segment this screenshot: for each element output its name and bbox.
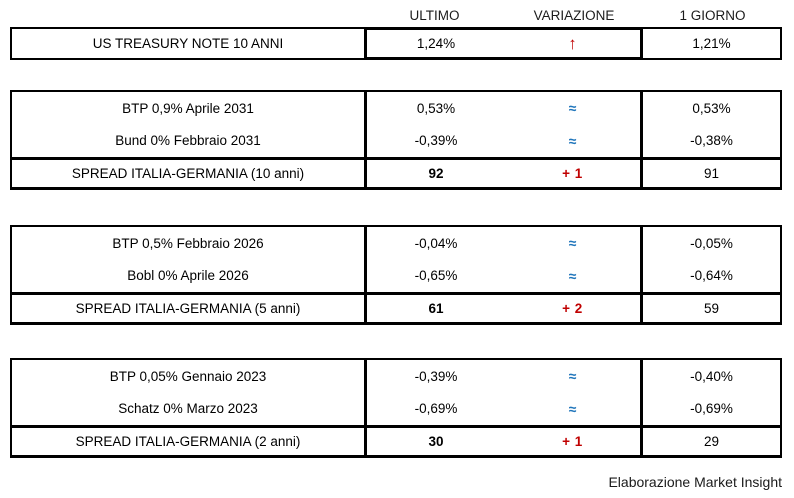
variation-approx-icon: ≈ bbox=[505, 358, 643, 392]
spread-variation-delta: + 1 bbox=[505, 157, 643, 190]
spread-variation-delta: + 1 bbox=[505, 425, 643, 458]
ultimo-value: 1,24% bbox=[364, 27, 505, 60]
bond-giorno-value: -0,69% bbox=[643, 392, 782, 425]
spread-section-10-anni: BTP 0,9% Aprile 2031 0,53% ≈ 0,53% Bund … bbox=[10, 90, 782, 190]
column-header-ultimo: ULTIMO bbox=[409, 7, 460, 23]
variation-approx-icon: ≈ bbox=[505, 90, 643, 124]
spread-giorno-value: 59 bbox=[643, 292, 782, 325]
variation-approx-icon: ≈ bbox=[505, 225, 643, 259]
spread-label: SPREAD ITALIA-GERMANIA (10 anni) bbox=[10, 157, 364, 190]
bond-label: BTP 0,5% Febbraio 2026 bbox=[10, 225, 364, 259]
bond-giorno-value: 0,53% bbox=[643, 90, 782, 124]
bond-giorno-value: -0,64% bbox=[643, 259, 782, 292]
spread-section-5-anni: BTP 0,5% Febbraio 2026 -0,04% ≈ -0,05% B… bbox=[10, 225, 782, 325]
variation-up-arrow-icon: ↑ bbox=[505, 27, 643, 60]
variation-approx-icon: ≈ bbox=[505, 124, 643, 157]
spread-label: SPREAD ITALIA-GERMANIA (2 anni) bbox=[10, 425, 364, 458]
spread-ultimo-value: 61 bbox=[364, 292, 505, 325]
bond-label: Bund 0% Febbraio 2031 bbox=[10, 124, 364, 157]
bond-label: BTP 0,05% Gennaio 2023 bbox=[10, 358, 364, 392]
spread-variation-delta: + 2 bbox=[505, 292, 643, 325]
bond-giorno-value: -0,38% bbox=[643, 124, 782, 157]
giorno-value: 1,21% bbox=[643, 27, 782, 60]
bond-ultimo-value: -0,39% bbox=[364, 358, 505, 392]
spread-giorno-value: 29 bbox=[643, 425, 782, 458]
instrument-label: US TREASURY NOTE 10 ANNI bbox=[10, 27, 364, 60]
bond-giorno-value: -0,40% bbox=[643, 358, 782, 392]
variation-approx-icon: ≈ bbox=[505, 392, 643, 425]
spread-giorno-value: 91 bbox=[643, 157, 782, 190]
spread-section-2-anni: BTP 0,05% Gennaio 2023 -0,39% ≈ -0,40% S… bbox=[10, 358, 782, 458]
bond-ultimo-value: -0,69% bbox=[364, 392, 505, 425]
footer-credit: Elaborazione Market Insight bbox=[608, 474, 782, 490]
column-header-variazione: VARIAZIONE bbox=[533, 7, 615, 23]
us-treasury-row: US TREASURY NOTE 10 ANNI 1,24% ↑ 1,21% bbox=[10, 27, 782, 60]
bond-ultimo-value: -0,65% bbox=[364, 259, 505, 292]
bond-label: Bobl 0% Aprile 2026 bbox=[10, 259, 364, 292]
bond-label: Schatz 0% Marzo 2023 bbox=[10, 392, 364, 425]
bond-ultimo-value: -0,39% bbox=[364, 124, 505, 157]
spread-ultimo-value: 30 bbox=[364, 425, 505, 458]
bond-giorno-value: -0,05% bbox=[643, 225, 782, 259]
header-spacer bbox=[10, 5, 364, 25]
column-headers: ULTIMO VARIAZIONE 1 GIORNO bbox=[10, 5, 782, 25]
bond-ultimo-value: 0,53% bbox=[364, 90, 505, 124]
spread-label: SPREAD ITALIA-GERMANIA (5 anni) bbox=[10, 292, 364, 325]
spread-ultimo-value: 92 bbox=[364, 157, 505, 190]
column-header-giorno: 1 GIORNO bbox=[679, 7, 746, 23]
variation-approx-icon: ≈ bbox=[505, 259, 643, 292]
bond-ultimo-value: -0,04% bbox=[364, 225, 505, 259]
bond-label: BTP 0,9% Aprile 2031 bbox=[10, 90, 364, 124]
